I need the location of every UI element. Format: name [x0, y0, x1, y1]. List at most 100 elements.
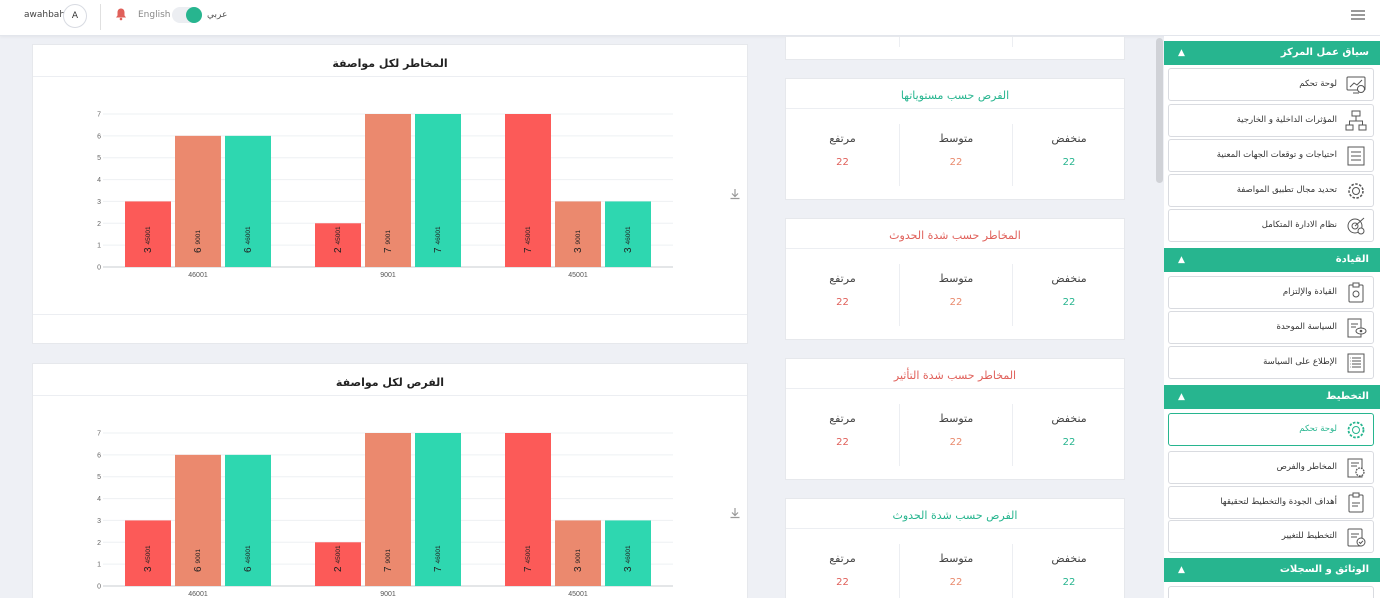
stat-value: 22	[836, 437, 849, 448]
language-english-label[interactable]: English	[138, 10, 171, 20]
sidebar-section-documents[interactable]: الوثائق و السجلات ▲	[1164, 558, 1380, 582]
stat-value: 22	[836, 297, 849, 308]
bar[interactable]	[315, 223, 361, 267]
section-title: القيادة	[1335, 254, 1369, 265]
y-tick-label: 3	[97, 518, 101, 525]
sidebar-item-stakeholders[interactable]: احتياجات و توقعات الجهات المعنية	[1168, 139, 1374, 172]
chevron-up-icon[interactable]: ▲	[1178, 255, 1185, 265]
org-chart-icon	[1345, 110, 1367, 131]
sidebar-item-internal-external[interactable]: المؤثرات الداخلية و الخارجية	[1168, 104, 1374, 137]
stat-col-low: منخفض 22	[1012, 544, 1125, 598]
bar[interactable]	[505, 433, 551, 586]
sidebar-item-label: المؤثرات الداخلية و الخارجية	[1236, 115, 1337, 125]
stat-col-high: مرتفع 22	[786, 544, 899, 598]
chevron-up-icon[interactable]: ▲	[1178, 392, 1185, 402]
bar[interactable]	[555, 520, 601, 586]
opportunities-per-standard-chart: 0 1 2 3 4 5 6 7 345001 69001 646001 46001 245001 7900…	[97, 431, 673, 598]
clipboard-icon	[1348, 282, 1364, 303]
y-tick-label: 5	[97, 474, 101, 481]
sidebar-section-context[interactable]: سياق عمل المركز ▲	[1164, 41, 1380, 65]
clipboard-check-icon	[1347, 528, 1366, 547]
stat-col-high: مرتفع 22	[786, 124, 899, 186]
sidebar-item-dashboard[interactable]: لوحة تحكم	[1168, 68, 1374, 101]
stat-col-medium: متوسط 22	[899, 124, 1012, 186]
stat-label: متوسط	[938, 552, 974, 565]
bar[interactable]	[125, 520, 171, 586]
bar[interactable]	[605, 520, 651, 586]
stat-label: منخفض	[1051, 552, 1087, 565]
chart-footer-divider	[33, 314, 747, 315]
bar-data-label: 346001	[623, 226, 634, 253]
toggle-knob	[186, 7, 202, 23]
x-tick-label: 9001	[380, 272, 396, 279]
language-toggle[interactable]	[172, 7, 202, 23]
sidebar-item-unified-policy[interactable]: السياسة الموحدة	[1168, 311, 1374, 344]
bar[interactable]	[555, 201, 601, 267]
bar[interactable]	[225, 454, 271, 586]
stat-col	[899, 37, 1012, 47]
sidebar-section-leadership[interactable]: القيادة ▲	[1164, 248, 1380, 272]
bar[interactable]	[315, 542, 361, 586]
stat-value: 22	[1062, 157, 1076, 168]
divider	[100, 4, 101, 30]
chevron-up-icon[interactable]: ▲	[1178, 565, 1185, 575]
avatar[interactable]: A	[63, 4, 87, 28]
bar[interactable]	[605, 201, 651, 267]
y-tick-label: 4	[97, 496, 101, 503]
bar[interactable]	[125, 201, 171, 267]
language-arabic-label[interactable]: عربي	[207, 10, 228, 20]
bar[interactable]	[415, 114, 461, 267]
bar-data-label: 245001	[333, 545, 344, 572]
clipboard-icon	[1348, 492, 1364, 513]
sidebar-item-label: أهداف الجودة والتخطيط لتحقيقها	[1220, 497, 1337, 507]
y-tick-label: 6	[97, 133, 101, 140]
sidebar-item-leadership-commitment[interactable]: القيادة والإلتزام	[1168, 276, 1374, 309]
bar-data-label: 746001	[433, 226, 444, 253]
bar[interactable]	[505, 114, 551, 267]
sidebar-item-policy-review[interactable]: الإطلاع على السياسة	[1168, 346, 1374, 379]
sidebar-item-risks-opportunities[interactable]: المخاطر والفرص	[1168, 451, 1374, 484]
risks-per-standard-card: المخاطر لكل مواصفة 0 1 2 3 4 5 6 7 345001 69001 64…	[32, 44, 748, 344]
bar-data-label: 745001	[523, 545, 534, 572]
bar-data-label: 345001	[143, 545, 154, 572]
hamburger-menu-icon[interactable]	[1351, 10, 1365, 21]
top-bar: awahbah A English عربي	[0, 0, 1380, 36]
sidebar-item-change-planning[interactable]: التخطيط للتغيير	[1168, 520, 1374, 553]
bar-data-label: 346001	[623, 545, 634, 572]
stat-label: منخفض	[1051, 132, 1087, 145]
bar[interactable]	[175, 135, 221, 267]
chevron-up-icon[interactable]: ▲	[1178, 48, 1185, 58]
bar[interactable]	[415, 433, 461, 586]
download-icon[interactable]	[729, 507, 741, 519]
sidebar-item-quality-objectives[interactable]: أهداف الجودة والتخطيط لتحقيقها	[1168, 486, 1374, 519]
sidebar-item-label: نظام الادارة المتكامل	[1261, 220, 1337, 230]
bell-icon[interactable]	[114, 7, 128, 21]
stat-col-high: مرتفع 22	[786, 404, 899, 466]
bar[interactable]	[365, 114, 411, 267]
bar[interactable]	[175, 454, 221, 586]
download-icon[interactable]	[729, 188, 741, 200]
stat-label: متوسط	[938, 132, 974, 145]
sidebar-item-partial[interactable]	[1168, 586, 1374, 598]
opportunities-per-standard-card: الفرص لكل مواصفة 0 1 2 3 4 5 6 7 345001 69001 6460…	[32, 363, 748, 598]
x-tick-label: 45001	[568, 272, 588, 279]
sidebar-item-label: لوحة تحكم	[1299, 79, 1337, 89]
y-tick-label: 3	[97, 199, 101, 206]
scrollbar-thumb[interactable]	[1156, 38, 1163, 183]
bar-data-label: 245001	[333, 226, 344, 253]
bar-data-label: 345001	[143, 226, 154, 253]
bar-data-label: 646001	[243, 545, 254, 572]
y-tick-label: 7	[97, 431, 101, 438]
stat-value: 22	[949, 297, 963, 308]
user-name[interactable]: awahbah	[24, 10, 66, 20]
stat-card-opportunities-by-level: الفرص حسب مستوياتها مرتفع 22 متوسط 22 منخف…	[785, 78, 1125, 200]
sidebar-item-scope[interactable]: تحديد مجال تطبيق المواصفة	[1168, 174, 1374, 207]
sidebar-item-integrated-system[interactable]: نظام الادارة المتكامل	[1168, 209, 1374, 242]
bar[interactable]	[365, 433, 411, 586]
sidebar-item-planning-dashboard[interactable]: لوحة تحكم	[1168, 413, 1374, 446]
sidebar-section-planning[interactable]: التخطيط ▲	[1164, 385, 1380, 409]
stat-value: 22	[836, 577, 849, 588]
bar[interactable]	[225, 135, 271, 267]
stat-col	[1012, 37, 1125, 47]
y-tick-label: 7	[97, 112, 101, 119]
